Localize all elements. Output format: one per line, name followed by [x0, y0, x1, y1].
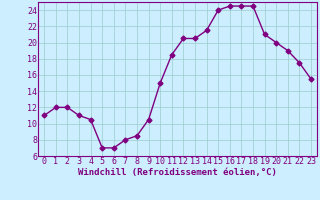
X-axis label: Windchill (Refroidissement éolien,°C): Windchill (Refroidissement éolien,°C) [78, 168, 277, 177]
